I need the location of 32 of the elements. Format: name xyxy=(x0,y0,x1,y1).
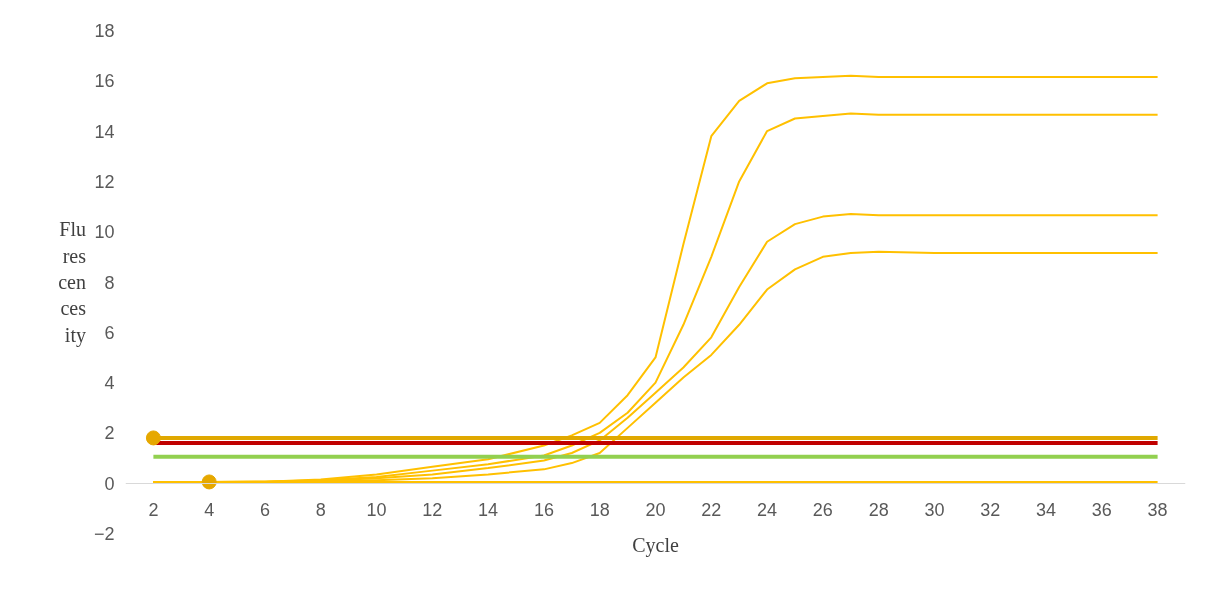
x-tick-label: 24 xyxy=(757,500,778,521)
y-tick-label: 6 xyxy=(104,322,115,343)
x-tick-label: 18 xyxy=(589,500,610,521)
x-tick-label: 38 xyxy=(1147,500,1168,521)
x-tick-label: 32 xyxy=(980,500,1001,521)
x-tick-label: 10 xyxy=(366,500,387,521)
x-tick-label: 28 xyxy=(868,500,889,521)
x-tick-label: 26 xyxy=(812,500,833,521)
x-tick-label: 14 xyxy=(478,500,499,521)
x-tick-label: 22 xyxy=(701,500,722,521)
y-tick-label: 2 xyxy=(104,423,115,444)
x-tick-label: 36 xyxy=(1091,500,1112,521)
y-tick-label: 8 xyxy=(104,272,115,293)
x-axis-title: Cycle xyxy=(632,533,679,557)
y-tick-label: 12 xyxy=(94,171,115,192)
x-tick-label: 6 xyxy=(259,500,270,521)
y-tick-label: 10 xyxy=(94,222,115,243)
y-tick-label: 4 xyxy=(104,373,115,394)
x-tick-label: 20 xyxy=(645,500,666,521)
x-tick-label: 30 xyxy=(924,500,945,521)
x-tick-label: 16 xyxy=(533,500,554,521)
x-tick-label: 2 xyxy=(148,500,159,521)
y-tick-label: −2 xyxy=(93,524,115,544)
y-axis-title: Flurescencesity xyxy=(58,218,87,347)
y-tick-label: 18 xyxy=(94,21,115,41)
x-tick-label: 12 xyxy=(422,500,443,521)
y-tick-label: 14 xyxy=(94,121,115,142)
y-tick-label: 16 xyxy=(94,71,115,92)
x-tick-label: 4 xyxy=(204,500,215,521)
x-tick-label: 8 xyxy=(315,500,326,521)
y-tick-label: 0 xyxy=(104,473,115,494)
x-tick-label: 34 xyxy=(1036,500,1057,521)
